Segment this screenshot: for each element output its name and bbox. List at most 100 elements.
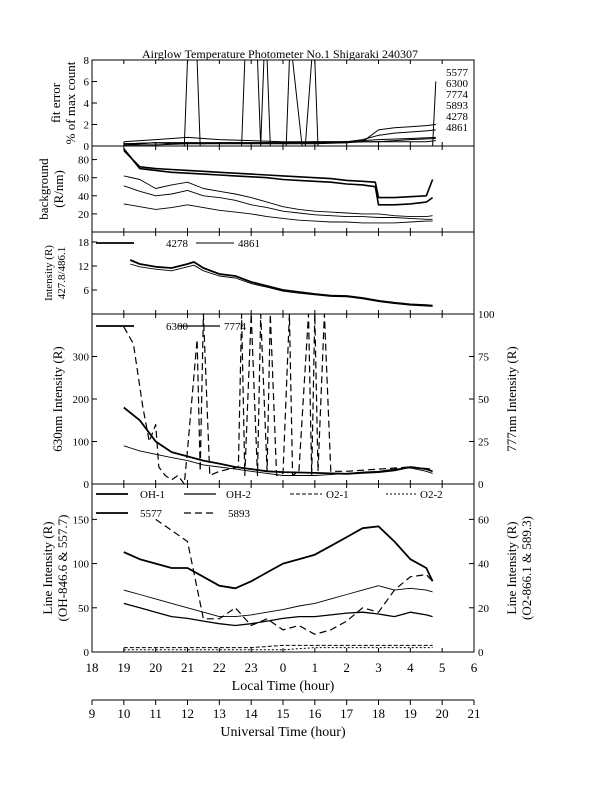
universal-time-tick-label: 14 (245, 706, 259, 721)
universal-time-tick-label: 19 (404, 706, 417, 721)
chart-title: Airglow Temperature Photometer No.1 Shig… (142, 47, 418, 61)
fiterror-series-4861 (123, 140, 436, 145)
airglow-series-OH-1 (123, 585, 433, 618)
fiterror-series-4278 (123, 136, 436, 143)
blue-lines-ylabel: 427.8/486.1 (56, 247, 68, 300)
legend-label-4278: 4278 (166, 238, 189, 250)
fiterror-ylabel: % of max count (63, 61, 78, 144)
blue-lines-series-4278 (129, 259, 433, 307)
local-time-tick-label: 22 (213, 660, 226, 675)
airglow-series-O2-1 (123, 644, 433, 649)
oi630-ytick-label: 300 (73, 352, 90, 364)
airglow-right-ytick-label: 0 (478, 647, 484, 659)
local-time-tick-label: 2 (343, 660, 350, 675)
universal-time-tick-label: 18 (372, 706, 385, 721)
oi630-series-thin (123, 445, 433, 476)
oi777-ytick-label: 75 (478, 352, 490, 364)
airglow-ylabel-right-group: Line Intensity (R) (O2-866.1 & 589.3) (504, 516, 534, 620)
oi777-ytick-label: 50 (478, 394, 490, 406)
universal-time-tick-label: 16 (308, 706, 322, 721)
fiterror-ytick-label: 0 (84, 141, 90, 153)
legend-label-5577: 5577 (140, 508, 163, 520)
background-ylabel-group: background (R/nm) (36, 158, 66, 220)
legend-label-OH-1: OH-1 (140, 489, 165, 501)
fiterror-ytick-label: 8 (84, 55, 90, 67)
oi630-ytick-label: 100 (73, 437, 90, 449)
legend-label-5893: 5893 (228, 508, 251, 520)
fiterror-series-label: 4861 (446, 122, 468, 134)
local-time-tick-label: 18 (86, 660, 99, 675)
universal-time-tick-label: 20 (436, 706, 449, 721)
legend-label-OH-2: OH-2 (226, 489, 251, 501)
oi777-series-7774 (123, 313, 433, 485)
fiterror-series-label: 6300 (446, 78, 469, 90)
airglow-right-ytick-label: 40 (478, 559, 490, 571)
airglow-ylabel-left: Line Intensity (R) (40, 521, 55, 614)
panel-frame-0 (91, 59, 475, 147)
fiterror-series-label: 4278 (446, 111, 469, 123)
background-ylabel: background (36, 158, 51, 220)
legend-label-4861: 4861 (238, 238, 260, 250)
airglow-series-5893 (155, 518, 434, 635)
background-ytick-label: 40 (78, 191, 90, 203)
background-series-line (123, 203, 433, 224)
fiterror-ylabel-group: fit error% of max count (48, 61, 78, 144)
blue-lines-ylabel-group: Intensity (R) 427.8/486.1 (43, 245, 68, 301)
local-time-tick-label: 21 (181, 660, 194, 675)
airglow-series-OH-2 (123, 602, 433, 627)
background-series-line (123, 175, 433, 218)
universal-time-tick-label: 15 (277, 706, 290, 721)
fiterror-series-5893 (123, 59, 437, 147)
oi777-ytick-label: 0 (478, 479, 484, 491)
fiterror-series-label: 5893 (446, 100, 469, 112)
universal-time-tick-label: 13 (213, 706, 226, 721)
fiterror-ytick-label: 2 (84, 120, 90, 132)
legend-label-O2-2: O2-2 (420, 489, 443, 501)
legend-label-O2-1: O2-1 (326, 489, 349, 501)
local-time-tick-label: 3 (375, 660, 382, 675)
airglow-series-5577 (123, 525, 434, 590)
legend-label-7774: 7774 (224, 321, 247, 333)
airglow-ylabel-right: Line Intensity (R) (504, 521, 519, 614)
legend-label-6300: 6300 (166, 321, 189, 333)
blue-lines-ytick-label: 12 (78, 261, 89, 273)
oi777-ylabel-group: 777nm Intensity (R) (504, 346, 519, 451)
local-time-tick-label: 5 (439, 660, 446, 675)
local-time-tick-label: 4 (407, 660, 414, 675)
blue-lines-ytick-label: 6 (84, 285, 90, 297)
oi630-ylabel: 630nm Intensity (R) (50, 346, 65, 451)
local-time-tick-label: 1 (312, 660, 319, 675)
local-time-tick-label: 0 (280, 660, 287, 675)
universal-time-tick-label: 10 (117, 706, 130, 721)
blue-lines-ylabel: Intensity (R) (43, 245, 55, 301)
universal-time-axis-label: Universal Time (hour) (220, 725, 346, 740)
fiterror-series-label: 7774 (446, 89, 469, 101)
universal-time-tick-label: 9 (89, 706, 96, 721)
airglow-right-ytick-label: 60 (478, 514, 490, 526)
local-time-axis-label: Local Time (hour) (232, 679, 335, 694)
oi630-ylabel-group: 630nm Intensity (R) (50, 346, 65, 451)
fiterror-ytick-label: 4 (84, 98, 90, 110)
oi630-series-6300 (123, 406, 433, 475)
oi777-ylabel: 777nm Intensity (R) (504, 346, 519, 451)
airglow-right-ytick-label: 20 (478, 603, 490, 615)
background-ytick-label: 20 (78, 209, 90, 221)
background-ytick-label: 80 (78, 155, 90, 167)
universal-time-tick-label: 21 (468, 706, 481, 721)
fiterror-ylabel: fit error (48, 82, 63, 123)
fiterror-series-7774 (123, 136, 436, 146)
blue-lines-ytick-label: 18 (78, 237, 90, 249)
local-time-tick-label: 19 (117, 660, 130, 675)
fiterror-series-label: 5577 (446, 67, 469, 79)
blue-lines-series-4861 (130, 263, 433, 307)
oi777-ytick-label: 100 (478, 309, 495, 321)
background-ylabel: (R/nm) (51, 170, 66, 208)
airglow-ylabel-left: (OH-846.6 & 557.7) (55, 515, 70, 622)
oi777-ytick-label: 25 (478, 437, 490, 449)
background-series-line (123, 148, 434, 206)
airglow-series-O2-2 (123, 647, 433, 651)
local-time-tick-label: 23 (245, 660, 258, 675)
oi630-ytick-label: 200 (73, 394, 90, 406)
